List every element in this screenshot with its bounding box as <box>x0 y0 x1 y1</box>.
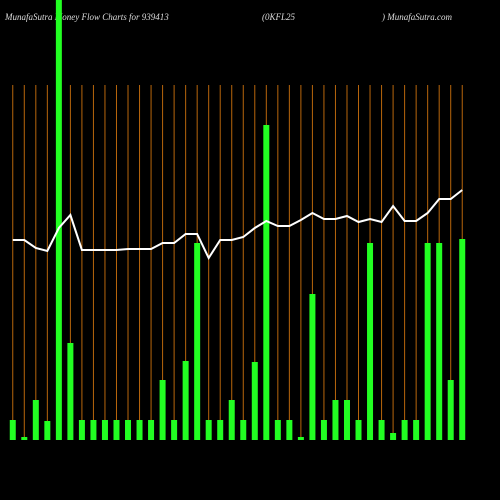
bar <box>413 420 420 440</box>
bar <box>228 400 235 440</box>
bar <box>171 420 178 440</box>
bar <box>78 420 85 440</box>
bar <box>367 243 374 440</box>
bar <box>240 420 247 440</box>
bar <box>194 243 201 440</box>
chart-title: MunafaSutra Money Flow Charts for 939413 <box>4 12 169 22</box>
bar <box>9 420 16 440</box>
bar <box>90 420 97 440</box>
bar <box>21 437 28 440</box>
bar <box>159 380 166 440</box>
bar <box>320 420 327 440</box>
bar <box>343 400 350 440</box>
bar <box>297 437 304 440</box>
bar <box>355 420 362 440</box>
bar <box>263 125 270 440</box>
bar <box>125 420 132 440</box>
money-flow-line <box>12 189 463 261</box>
bar <box>390 433 397 440</box>
site-name: ) MunafaSutra.com <box>381 12 452 22</box>
bar <box>205 420 212 440</box>
bar <box>286 420 293 440</box>
bar <box>332 400 339 440</box>
bar <box>44 421 51 440</box>
bar <box>309 294 316 440</box>
bar <box>217 420 224 440</box>
bar <box>401 420 408 440</box>
bar <box>251 362 258 440</box>
bar <box>55 0 62 440</box>
bar <box>274 420 281 440</box>
bar <box>459 239 466 440</box>
bar <box>32 400 39 440</box>
bar <box>378 420 385 440</box>
bar <box>67 343 74 440</box>
bar <box>148 420 155 440</box>
bar <box>101 420 108 440</box>
bar <box>182 361 189 440</box>
chart-subtitle: (0KFL25 <box>262 12 296 22</box>
bar <box>447 380 454 440</box>
bar <box>436 243 443 440</box>
bar <box>113 420 120 440</box>
bar <box>424 243 431 440</box>
bar <box>136 420 143 440</box>
